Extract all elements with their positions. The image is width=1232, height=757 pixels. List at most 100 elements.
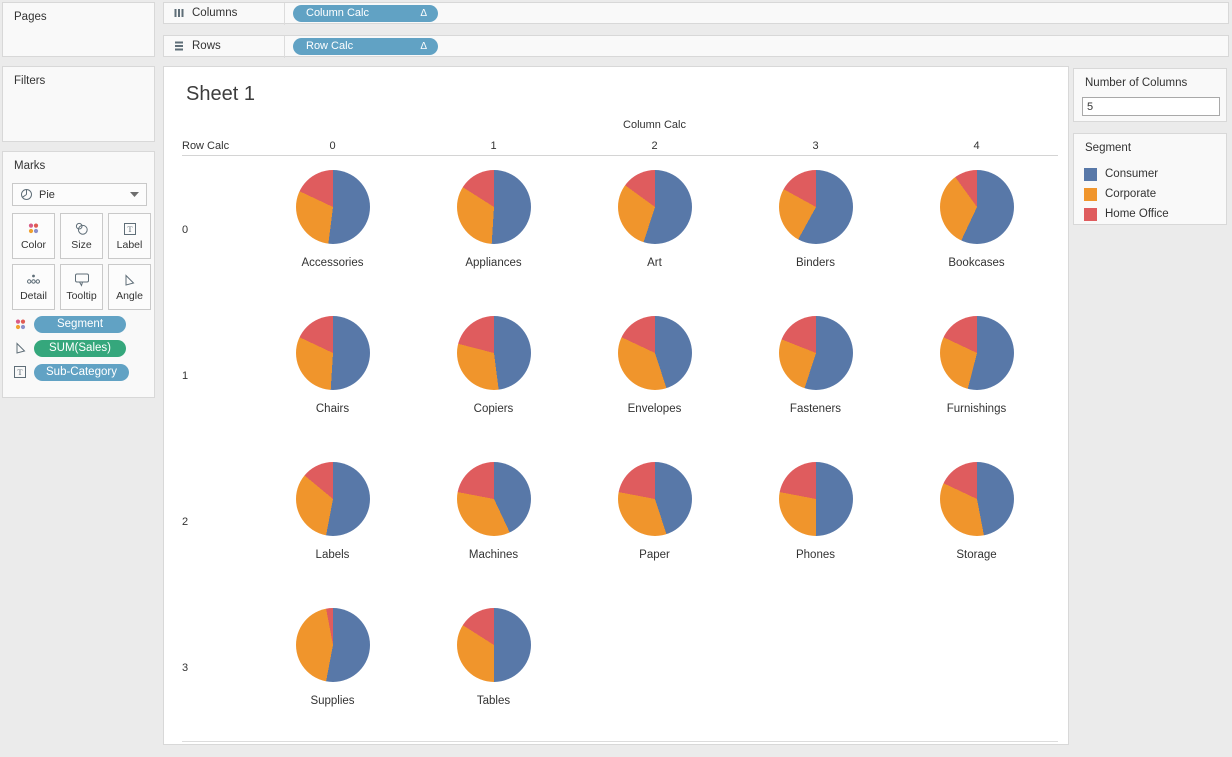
pie-cell (574, 595, 735, 741)
pie-cell: Fasteners (735, 303, 896, 449)
pie-mark-phones[interactable] (778, 462, 853, 536)
column-label[interactable]: 2 (651, 140, 658, 152)
pie-mark-furnishings[interactable] (939, 316, 1014, 390)
rows-icon (173, 40, 185, 52)
subcategory-label[interactable]: Supplies (310, 695, 355, 707)
pie-cell: Envelopes (574, 303, 735, 449)
subcategory-label[interactable]: Paper (639, 549, 670, 561)
legend-title: Segment (1085, 142, 1132, 154)
subcategory-label[interactable]: Copiers (473, 403, 514, 415)
row-label[interactable]: 1 (182, 370, 189, 382)
pie-mark-storage[interactable] (939, 462, 1014, 536)
pie-mark-chairs[interactable] (295, 316, 370, 390)
legend-item[interactable]: Home Office (1084, 204, 1169, 224)
row-label[interactable]: 0 (182, 224, 189, 236)
legend-swatch (1084, 207, 1097, 221)
pie-mark-machines[interactable] (456, 462, 531, 536)
subcategory-label[interactable]: Bookcases (948, 257, 1005, 269)
dropdown-caret-icon[interactable] (130, 192, 139, 197)
pie-cell (735, 595, 896, 741)
pie-cell: Bookcases (896, 157, 1057, 303)
pie-cell: Accessories (252, 157, 413, 303)
subcategory-label[interactable]: Tables (476, 695, 511, 707)
pie-cell: Copiers (413, 303, 574, 449)
parameter-card: Number of Columns (1073, 68, 1227, 122)
sum-sales--pill[interactable]: SUM(Sales) (34, 339, 126, 357)
column-label[interactable]: 0 (329, 140, 336, 152)
columns-shelf-label: Columns (192, 7, 238, 19)
sheet-title: Sheet 1 (186, 83, 255, 105)
pie-mark-tables[interactable] (456, 608, 531, 682)
subcategory-label[interactable]: Labels (315, 549, 350, 561)
pie-mark-art[interactable] (617, 170, 692, 244)
pie-cell: Furnishings (896, 303, 1057, 449)
pie-mark-copiers[interactable] (456, 316, 531, 390)
pie-cell: Tables (413, 595, 574, 741)
tooltip-button[interactable]: Tooltip (60, 264, 103, 310)
segment-pill[interactable]: Segment (34, 315, 126, 333)
subcategory-label[interactable]: Storage (956, 549, 997, 561)
size-button[interactable]: Size (60, 213, 103, 259)
svg-text:T: T (127, 224, 133, 234)
marks-pill-row: T Sub-Category (11, 360, 129, 384)
number-of-columns-input[interactable] (1082, 97, 1220, 116)
pie-cell: Paper (574, 449, 735, 595)
marks-pill-row: Segment (11, 312, 129, 336)
subcategory-label[interactable]: Art (647, 257, 662, 269)
subcategory-label[interactable]: Chairs (315, 403, 350, 415)
column-label[interactable]: 4 (973, 140, 980, 152)
detail-button[interactable]: Detail (12, 264, 55, 310)
subcategory-label[interactable]: Appliances (465, 257, 522, 269)
subcategory-label[interactable]: Fasteners (789, 403, 842, 415)
parameter-title: Number of Columns (1085, 77, 1188, 89)
pie-cell: Chairs (252, 303, 413, 449)
rows-shelf[interactable]: Rows Row Calc Δ (163, 35, 1229, 58)
pie-mark-labels[interactable] (295, 462, 370, 536)
subcategory-label[interactable]: Binders (796, 257, 835, 269)
column-axis-title[interactable]: Column Calc (623, 119, 686, 131)
column-calc-pill[interactable]: Column Calc Δ (293, 4, 438, 22)
column-label[interactable]: 1 (490, 140, 497, 152)
pie-mark-supplies[interactable] (295, 608, 370, 682)
legend-item[interactable]: Consumer (1084, 164, 1169, 184)
row-label[interactable]: 2 (182, 516, 189, 528)
pages-title: Pages (14, 11, 47, 23)
svg-text:T: T (17, 367, 23, 377)
pie-mark-fasteners[interactable] (778, 316, 853, 390)
subcategory-label[interactable]: Machines (468, 549, 519, 561)
pie-grid: 0 Accessories Appliances Art Binders Boo… (182, 157, 1058, 741)
detail-icon (26, 272, 41, 287)
label-button[interactable]: T Label (108, 213, 151, 259)
mark-type-dropdown[interactable]: Pie (12, 183, 147, 206)
pie-mark-bookcases[interactable] (939, 170, 1014, 244)
mark-type-label: Pie (39, 188, 55, 201)
angle-button[interactable]: Angle (108, 264, 151, 310)
legend-label: Consumer (1105, 168, 1159, 180)
subcategory-label[interactable]: Envelopes (627, 403, 682, 415)
row-calc-pill[interactable]: Row Calc Δ (293, 37, 438, 55)
sub-category-pill[interactable]: Sub-Category (34, 363, 129, 381)
subcategory-label[interactable]: Furnishings (946, 403, 1007, 415)
filters-shelf[interactable]: Filters (2, 66, 155, 142)
subcategory-label[interactable]: Phones (795, 549, 835, 561)
column-header-row: Row Calc 0 1 2 3 4 (182, 137, 1058, 156)
rows-shelf-label: Rows (192, 40, 221, 52)
column-label[interactable]: 3 (812, 140, 819, 152)
legend-item[interactable]: Corporate (1084, 184, 1169, 204)
row-axis-title[interactable]: Row Calc (182, 140, 230, 152)
subcategory-label[interactable]: Accessories (301, 257, 364, 269)
pie-mark-binders[interactable] (778, 170, 853, 244)
columns-shelf[interactable]: Columns Column Calc Δ (163, 2, 1229, 25)
pie-cell: Binders (735, 157, 896, 303)
pages-shelf[interactable]: Pages (2, 2, 155, 57)
legend-swatch (1084, 167, 1097, 181)
pie-mark-appliances[interactable] (456, 170, 531, 244)
color-button[interactable]: Color (12, 213, 55, 259)
pie-mark-envelopes[interactable] (617, 316, 692, 390)
angle-icon (11, 341, 29, 355)
row-label[interactable]: 3 (182, 662, 189, 674)
pie-mark-accessories[interactable] (295, 170, 370, 244)
pie-mark-paper[interactable] (617, 462, 692, 536)
marks-pill-row: SUM(Sales) (11, 336, 129, 360)
pie-cell: Supplies (252, 595, 413, 741)
